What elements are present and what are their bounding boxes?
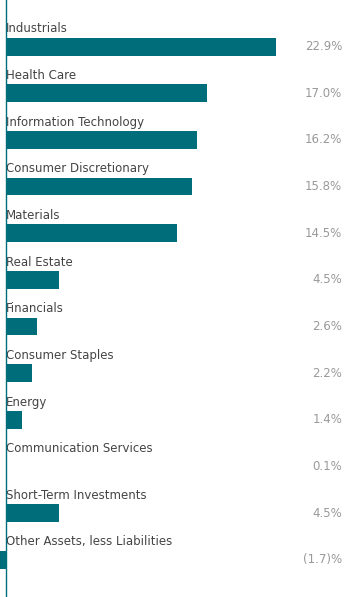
Text: 22.9%: 22.9%: [305, 40, 342, 53]
Bar: [6, 504, 59, 522]
Text: Other Assets, less Liabilities: Other Assets, less Liabilities: [6, 536, 172, 549]
Text: Consumer Discretionary: Consumer Discretionary: [6, 162, 149, 176]
Bar: [6, 271, 59, 289]
Text: Health Care: Health Care: [6, 69, 76, 82]
Text: Financials: Financials: [6, 302, 64, 315]
Text: 4.5%: 4.5%: [312, 506, 342, 519]
Bar: [6, 318, 37, 336]
Bar: [6, 411, 22, 429]
Text: 16.2%: 16.2%: [305, 133, 342, 146]
Text: 2.2%: 2.2%: [312, 367, 342, 380]
Text: Energy: Energy: [6, 396, 47, 408]
Text: 1.4%: 1.4%: [312, 413, 342, 426]
Text: 0.1%: 0.1%: [312, 460, 342, 473]
Bar: [6, 84, 207, 102]
Bar: [6, 457, 7, 475]
Text: (1.7)%: (1.7)%: [303, 553, 342, 566]
Text: 17.0%: 17.0%: [305, 87, 342, 100]
Text: Consumer Staples: Consumer Staples: [6, 349, 113, 362]
Bar: [6, 224, 177, 242]
Bar: [6, 131, 197, 149]
Bar: [6, 38, 276, 56]
Text: 2.6%: 2.6%: [312, 320, 342, 333]
Text: 14.5%: 14.5%: [305, 227, 342, 240]
Text: Real Estate: Real Estate: [6, 256, 73, 269]
Bar: [6, 364, 32, 382]
Text: 4.5%: 4.5%: [312, 273, 342, 287]
Text: Information Technology: Information Technology: [6, 116, 144, 129]
Text: Materials: Materials: [6, 209, 60, 222]
Bar: [0, 551, 6, 568]
Bar: [6, 178, 192, 195]
Text: Communication Services: Communication Services: [6, 442, 153, 455]
Text: 15.8%: 15.8%: [305, 180, 342, 193]
Text: Short-Term Investments: Short-Term Investments: [6, 489, 147, 502]
Text: Industrials: Industrials: [6, 23, 68, 35]
